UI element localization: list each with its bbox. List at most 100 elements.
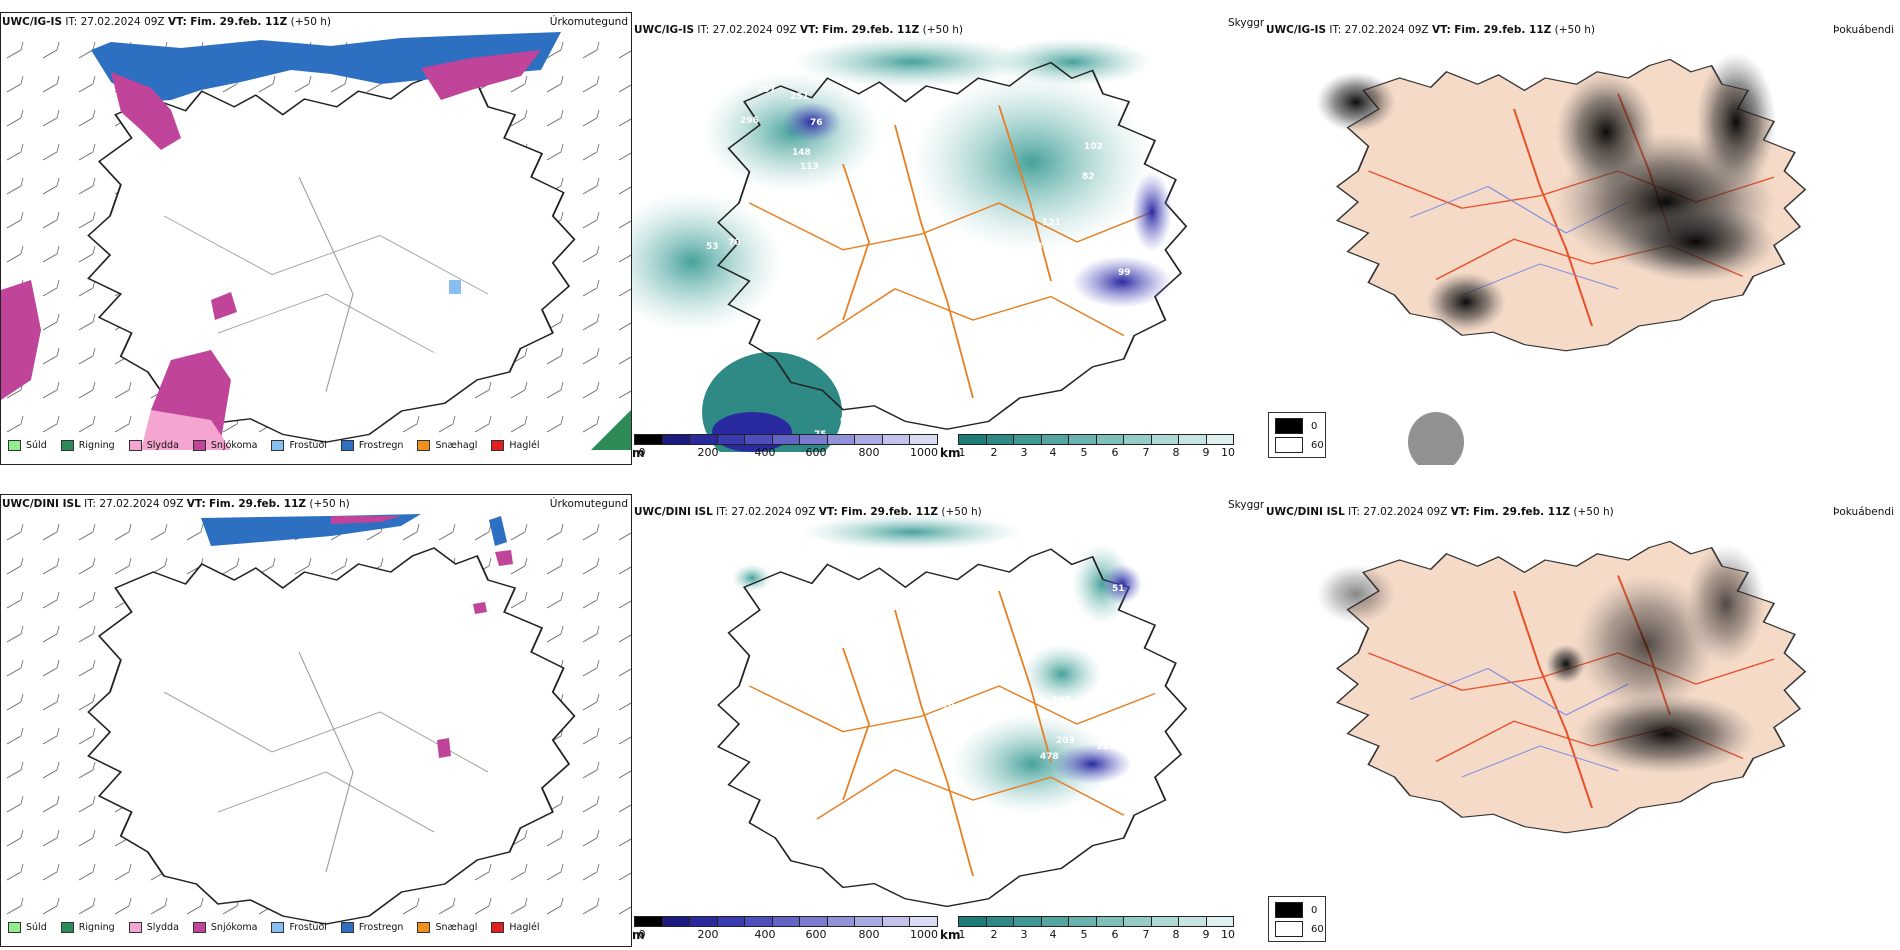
rigning-area xyxy=(591,410,631,450)
fog-map xyxy=(1316,52,1900,465)
legend-item: Rigning xyxy=(60,922,115,933)
legend-item: Snæhagl xyxy=(417,922,477,933)
legend-item: Snjókoma xyxy=(192,440,257,451)
legend-item: Slydda xyxy=(128,922,179,933)
visibility-colorbar-km: 1 2 3 4 5 6 7 8 9 10 xyxy=(958,434,1235,462)
legend-item: Snjókoma xyxy=(192,922,257,933)
snjokoma-area xyxy=(421,50,541,100)
legend-item: Frostúði xyxy=(271,922,327,933)
frostudi-area xyxy=(449,280,461,294)
visibility-value: 117 xyxy=(1096,742,1115,752)
fog-legend: 0 60 xyxy=(1268,896,1326,942)
legend-item: Frostregn xyxy=(340,922,403,933)
panel-header: UWC/DINI ISL IT: 27.02.2024 09Z VT: Fim.… xyxy=(1266,506,1614,518)
fog-map xyxy=(1316,514,1900,947)
precip-type-map xyxy=(1,512,631,932)
panel-title: Þokuábendi xyxy=(1833,24,1894,36)
legend-swatch xyxy=(491,922,505,933)
visibility-value: 53 xyxy=(706,242,719,252)
visibility-colorbar-m: 0 200 400 600 800 1000 xyxy=(634,916,938,944)
precip-type-map xyxy=(1,30,631,450)
legend-swatch xyxy=(271,440,285,451)
snjokoma-area xyxy=(111,72,181,150)
legend-swatch xyxy=(60,922,74,933)
legend-swatch xyxy=(192,922,206,933)
panel-header: UWC/DINI ISL IT: 27.02.2024 09Z VT: Fim.… xyxy=(2,498,350,510)
visibility-value: 10 xyxy=(942,702,955,712)
visibility-value: 296 xyxy=(740,116,759,126)
legend-swatch xyxy=(417,440,431,451)
slydda-area xyxy=(141,410,231,450)
visibility-panel-top: 207 251 296 76 148 113 53 70 121 102 78 … xyxy=(632,12,1264,465)
unit-km: km xyxy=(940,446,961,460)
precip-legend: Súld Rigning Slydda Snjókoma Frostúði Fr… xyxy=(8,440,554,451)
panel-title: Þokuábendi xyxy=(1833,506,1894,518)
visibility-value: 110 xyxy=(1116,742,1135,752)
panel-header: UWC/IG-IS IT: 27.02.2024 09Z VT: Fim. 29… xyxy=(1266,24,1595,36)
legend-item: Súld xyxy=(8,922,47,933)
visibility-value: 207 xyxy=(757,85,776,95)
legend-swatch xyxy=(340,440,354,451)
visibility-value-labels: 51 193 203 478 117 110 10 xyxy=(632,494,1264,947)
panel-title: Úrkomutegund xyxy=(549,16,628,28)
legend-swatch xyxy=(60,440,74,451)
panel-header: UWC/IG-IS IT: 27.02.2024 09Z VT: Fim. 29… xyxy=(2,16,331,28)
legend-item: Slydda xyxy=(128,440,179,451)
panel-header: UWC/IG-IS IT: 27.02.2024 09Z VT: Fim. 29… xyxy=(634,24,963,36)
fog-legend: 0 60 xyxy=(1268,412,1326,458)
panel-header: UWC/DINI ISL IT: 27.02.2024 09Z VT: Fim.… xyxy=(634,506,982,518)
visibility-value: 115 xyxy=(912,388,931,398)
visibility-value: 251 xyxy=(790,92,809,102)
legend-item: Frostúði xyxy=(271,440,327,451)
visibility-value: 102 xyxy=(1084,142,1103,152)
snjokoma-area xyxy=(437,738,451,758)
legend-swatch xyxy=(192,440,206,451)
legend-swatch xyxy=(8,440,21,451)
visibility-value: 76 xyxy=(810,118,823,128)
visibility-colorbar-km: 1 2 3 4 5 6 7 8 9 10 xyxy=(958,916,1235,944)
map-frame xyxy=(0,494,632,947)
visibility-map xyxy=(632,514,1264,934)
visibility-colorbar-m: 0 200 400 600 800 1000 xyxy=(634,434,938,462)
legend-swatch xyxy=(417,922,431,933)
visibility-value: 203 xyxy=(1056,736,1075,746)
legend-swatch xyxy=(8,922,21,933)
unit-m: m xyxy=(632,446,645,460)
visibility-value: 70 xyxy=(728,238,741,248)
snjokoma-area xyxy=(1,280,41,400)
legend-item: Haglél xyxy=(491,440,540,451)
legend-swatch xyxy=(128,922,142,933)
precip-type-panel-bottom: UWC/DINI ISL IT: 27.02.2024 09Z VT: Fim.… xyxy=(0,494,632,947)
visibility-value: 193 xyxy=(1052,696,1071,706)
unit-km: km xyxy=(940,928,961,942)
legend-swatch xyxy=(271,922,285,933)
unit-m: m xyxy=(632,928,645,942)
visibility-map xyxy=(632,36,1264,452)
legend-item: Rigning xyxy=(60,440,115,451)
snjokoma-area xyxy=(331,516,401,524)
visibility-value: 51 xyxy=(1112,584,1125,594)
legend-swatch xyxy=(128,440,142,451)
legend-item: Frostregn xyxy=(340,440,403,451)
visibility-value: 121 xyxy=(1042,218,1061,228)
visibility-value: 478 xyxy=(1040,752,1059,762)
visibility-value: 82 xyxy=(1082,172,1095,182)
visibility-value: 113 xyxy=(800,162,819,172)
frostregn-area xyxy=(489,516,507,546)
visibility-value: 99 xyxy=(1118,268,1131,278)
frostregn-area xyxy=(91,32,561,102)
precip-legend: Súld Rigning Slydda Snjókoma Frostúði Fr… xyxy=(8,922,554,933)
legend-item: Haglél xyxy=(491,922,540,933)
legend-swatch xyxy=(491,440,505,451)
legend-swatch xyxy=(340,922,354,933)
snjokoma-area xyxy=(473,602,487,614)
precip-type-panel-top: UWC/IG-IS IT: 27.02.2024 09Z VT: Fim. 29… xyxy=(0,12,632,465)
visibility-value-labels: 207 251 296 76 148 113 53 70 121 102 78 … xyxy=(632,12,1264,465)
snjokoma-area xyxy=(211,292,237,320)
legend-item: Snæhagl xyxy=(417,440,477,451)
snjokoma-area xyxy=(495,550,513,566)
panel-title: Úrkomutegund xyxy=(549,498,628,510)
visibility-value: 69 xyxy=(840,416,853,426)
panel-title: Skyggni xyxy=(1228,499,1264,511)
fog-panel-top: UWC/IG-IS IT: 27.02.2024 09Z VT: Fim. 29… xyxy=(1266,12,1900,465)
